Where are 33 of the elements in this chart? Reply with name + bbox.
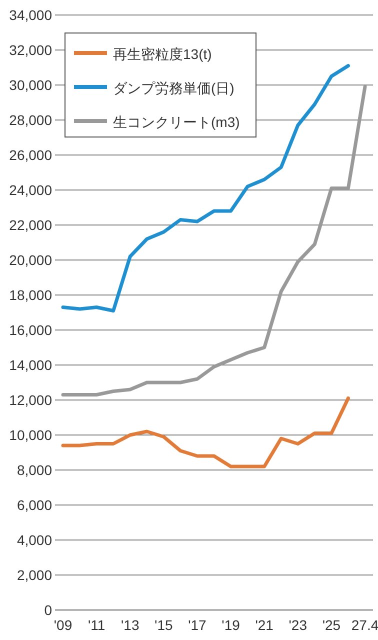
y-tick-label: 20,000 bbox=[9, 252, 52, 268]
y-tick-label: 12,000 bbox=[9, 392, 52, 408]
y-tick-label: 16,000 bbox=[9, 322, 52, 338]
legend-label: 再生密粒度13(t) bbox=[113, 46, 212, 62]
x-tick-label: '11 bbox=[88, 617, 106, 633]
line-series bbox=[61, 64, 350, 312]
y-tick-label: 6,000 bbox=[16, 497, 52, 513]
y-tick-label: 30,000 bbox=[9, 77, 52, 93]
y-tick-label: 28,000 bbox=[9, 112, 52, 128]
y-tick-label: 24,000 bbox=[9, 182, 52, 198]
y-tick-label: 8,000 bbox=[16, 462, 52, 478]
legend-label: 生コンクリート(m3) bbox=[113, 114, 240, 130]
y-tick-label: 18,000 bbox=[9, 287, 52, 303]
x-tick-label: '21 bbox=[255, 617, 274, 633]
y-tick-label: 22,000 bbox=[9, 217, 52, 233]
x-tick-label: '23 bbox=[288, 617, 308, 633]
x-tick-label: '09 bbox=[54, 617, 72, 633]
x-tick-label: '13 bbox=[120, 617, 140, 633]
y-tick-label: 4,000 bbox=[16, 532, 52, 548]
x-tick-label: '25 bbox=[322, 617, 341, 633]
y-tick-label: 26,000 bbox=[9, 147, 52, 163]
y-tick-label: 10,000 bbox=[9, 427, 52, 443]
x-tick-label: '17 bbox=[188, 617, 207, 633]
x-tick-label: '15 bbox=[154, 617, 173, 633]
y-tick-label: 0 bbox=[44, 602, 52, 618]
line-series bbox=[61, 396, 350, 468]
y-tick-label: 2,000 bbox=[16, 567, 52, 583]
x-tick-label: '19 bbox=[222, 617, 240, 633]
legend-label: ダンプ労務単価(日) bbox=[113, 80, 234, 96]
y-tick-label: 34,000 bbox=[9, 7, 52, 23]
x-tick-label: 27.4 bbox=[351, 617, 378, 633]
y-tick-label: 14,000 bbox=[9, 357, 52, 373]
y-tick-label: 32,000 bbox=[9, 42, 52, 58]
